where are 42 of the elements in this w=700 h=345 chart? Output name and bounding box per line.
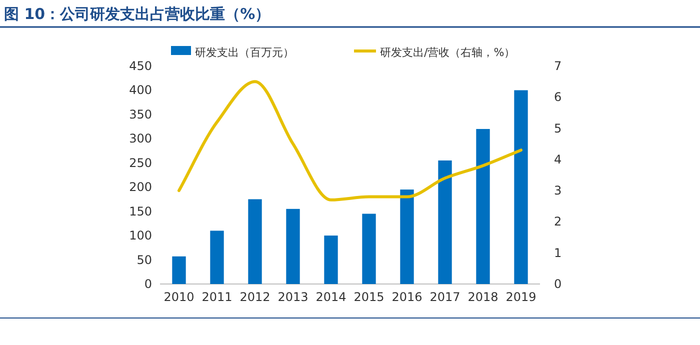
y2-tick-label: 4 [554,152,562,166]
x-tick-label: 2012 [240,290,270,304]
x-tick-label: 2015 [354,290,384,304]
bar [172,256,186,284]
x-tick-label: 2017 [430,290,460,304]
x-tick-label: 2010 [164,290,194,304]
y-tick-label: 300 [129,132,152,146]
bar [438,160,452,284]
y-tick-label: 450 [129,59,152,73]
y-tick-label: 400 [129,83,152,98]
y2-tick-label: 5 [554,121,562,136]
y-tick-label: 100 [129,228,152,243]
y2-tick-label: 7 [554,59,562,73]
line-series [178,80,522,202]
bar [286,208,300,284]
y2-tick-label: 2 [554,214,562,229]
y2-tick-label: 3 [554,184,562,198]
bar [476,128,490,284]
bar [362,214,376,284]
bar [210,230,224,284]
bar [400,190,414,284]
x-tick-label: 2018 [468,290,498,304]
legend-label: 研发支出（百万元） [195,46,294,59]
x-tick-label: 2014 [316,290,346,304]
bar [514,90,528,284]
x-tick-label: 2013 [278,290,308,304]
y2-tick-label: 6 [554,90,562,104]
x-tick-label: 2011 [202,290,232,304]
x-tick-label: 2016 [392,290,422,304]
y-tick-label: 0 [144,277,152,291]
chart-title: 图 10：公司研发支出占营收比重（%） [4,5,270,23]
bar [324,236,338,284]
y2-tick-label: 1 [554,246,562,260]
y-tick-label: 50 [136,252,152,267]
legend-label: 研发支出/营收（右轴，%） [380,46,516,59]
x-tick-label: 2019 [506,290,536,304]
bar [248,199,262,284]
y-tick-label: 200 [129,180,152,194]
y-tick-label: 250 [129,156,152,170]
y2-tick-label: 0 [554,277,562,291]
y-tick-label: 350 [129,107,152,122]
y-tick-label: 150 [129,204,152,218]
